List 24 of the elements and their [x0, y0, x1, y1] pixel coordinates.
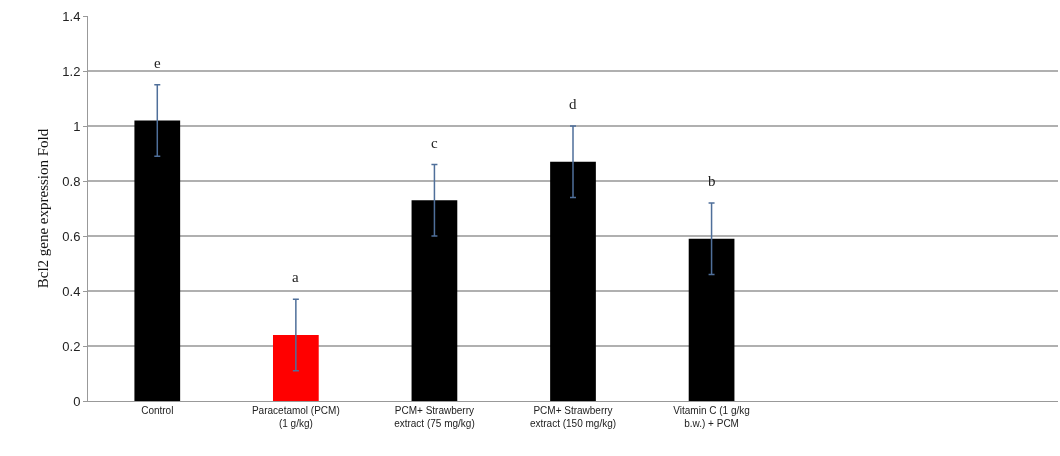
y-tick-label: 0.2 — [62, 338, 81, 354]
y-tick-label: 0 — [73, 393, 81, 409]
annotation: e — [154, 55, 161, 71]
x-tick-label: Vitamin C (1 g/kg b.w.) + PCM — [673, 405, 750, 429]
x-tick-label: PCM+ Strawberry extract (75 mg/kg) — [394, 405, 475, 429]
annotation: d — [569, 96, 577, 112]
annotation: a — [292, 269, 299, 285]
bar — [272, 335, 319, 401]
annotation: c — [431, 135, 438, 151]
x-tick-label: Paracetamol (PCM) (1 g/kg) — [251, 405, 340, 429]
y-tick-label: 1 — [73, 118, 81, 134]
x-tick-label: Control — [141, 405, 174, 416]
y-tick-label: 0.8 — [62, 173, 81, 189]
y-tick-label: 0.4 — [62, 283, 81, 299]
x-tick-label: PCM+ Strawberry extract (150 mg/kg) — [529, 405, 617, 429]
bar — [411, 200, 458, 401]
bar — [550, 161, 596, 401]
y-axis-title: Bcl2 gene expression Fold — [35, 128, 51, 289]
y-tick-label: 1.2 — [62, 63, 81, 79]
y-tick-label: 0.6 — [62, 228, 81, 244]
bar — [688, 238, 735, 401]
bar — [134, 120, 181, 401]
y-tick-label: 1.4 — [62, 8, 81, 24]
annotation: b — [708, 173, 716, 189]
